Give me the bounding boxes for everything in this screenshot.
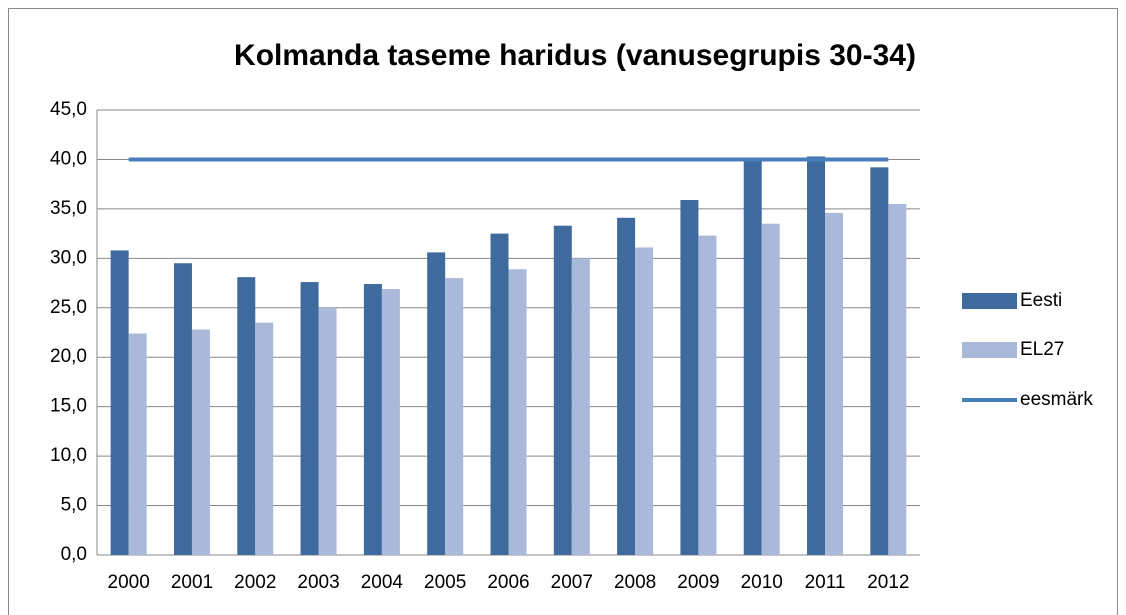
bar: [191, 329, 210, 555]
bar: [318, 307, 337, 555]
legend-label: EL27: [1020, 339, 1064, 360]
x-tick-label: 2009: [677, 572, 719, 593]
bar: [300, 282, 319, 555]
bar: [680, 199, 699, 555]
legend-swatch: [962, 293, 1017, 309]
bar: [427, 252, 446, 555]
x-tick-label: 2000: [108, 572, 150, 593]
bar: [363, 284, 382, 555]
bar: [571, 258, 590, 555]
bar: [445, 278, 464, 555]
x-tick-label: 2012: [867, 572, 909, 593]
x-tick-label: 2005: [424, 572, 466, 593]
bar: [381, 288, 400, 555]
bar: [698, 235, 717, 556]
legend-label: eesmärk: [1020, 389, 1093, 410]
x-tick-label: 2011: [805, 572, 846, 593]
y-tick-label: 10,0: [50, 445, 87, 466]
chart-title: Kolmanda taseme haridus (vanusegrupis 30…: [234, 39, 916, 72]
bar: [825, 212, 844, 555]
bar: [110, 250, 129, 555]
y-tick-label: 20,0: [50, 346, 87, 367]
bar: [490, 233, 509, 555]
y-tick-label: 35,0: [50, 198, 87, 219]
bar: [888, 203, 907, 555]
y-tick-label: 40,0: [50, 148, 87, 169]
y-tick-label: 45,0: [50, 99, 87, 120]
bar: [128, 333, 147, 555]
x-tick-label: 2006: [487, 572, 529, 593]
bar: [870, 167, 889, 555]
bar: [635, 247, 654, 555]
x-tick-label: 2010: [741, 572, 783, 593]
bar: [743, 159, 762, 555]
x-tick-label: 2008: [614, 572, 656, 593]
bar: [237, 277, 256, 555]
bar: [255, 322, 274, 555]
bar: [508, 269, 527, 555]
bar: [173, 263, 192, 555]
bar: [553, 225, 572, 555]
x-tick-label: 2007: [551, 572, 593, 593]
legend-swatch: [962, 342, 1017, 358]
bar: [807, 156, 826, 555]
y-tick-label: 0,0: [61, 544, 87, 565]
legend-label: Eesti: [1020, 290, 1062, 311]
y-tick-label: 15,0: [50, 396, 87, 417]
x-tick-label: 2004: [361, 572, 404, 593]
bar: [761, 223, 780, 555]
y-tick-label: 25,0: [50, 297, 87, 318]
y-tick-label: 30,0: [50, 247, 87, 268]
y-tick-label: 5,0: [61, 495, 87, 516]
x-tick-label: 2002: [234, 572, 276, 593]
bar: [617, 217, 636, 556]
x-tick-label: 2001: [171, 572, 213, 593]
x-tick-label: 2003: [297, 572, 339, 593]
